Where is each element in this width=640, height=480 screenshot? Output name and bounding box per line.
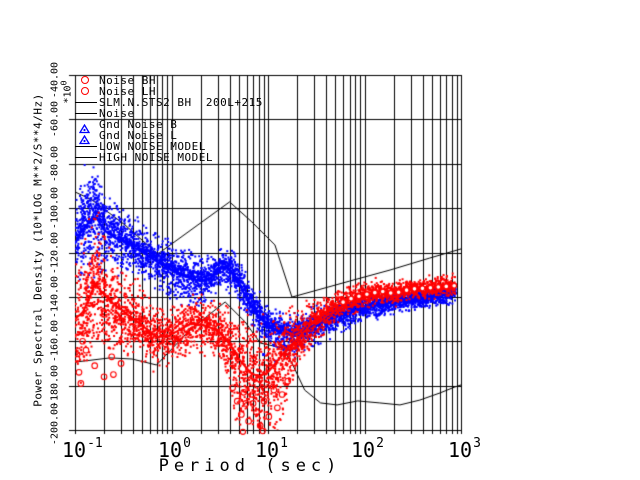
blue-triangle-marker-icon: [78, 119, 91, 138]
legend-item-noise: Noise: [75, 108, 295, 119]
legend-item-gnd-noise-l: Gnd Noise L: [75, 130, 295, 145]
legend-item-gnd-noise-b: Gnd Noise B: [75, 119, 295, 134]
y-axis-title: Power Spectral Density (10*LOG M**2/S**4…: [31, 93, 45, 407]
x-axis-title: Period (sec): [158, 456, 342, 476]
x-tick-label: 102: [351, 436, 384, 462]
line-marker-icon: [75, 102, 97, 103]
blue-triangle-marker-icon: [78, 130, 91, 149]
x-tick-label: 101: [255, 436, 288, 462]
y-tick-label: -80.00: [49, 145, 61, 183]
y-tick-label: -140.00: [49, 275, 61, 319]
y-tick-label: -160.00: [49, 319, 61, 363]
legend-item-station: SLM.N.STS2 BH 200L+215: [75, 97, 295, 108]
line-marker-icon: [75, 146, 97, 147]
y-tick-label: -120.00: [49, 231, 61, 275]
x-tick-label: 103: [448, 436, 481, 462]
y-tick-label: -180.00: [49, 364, 61, 408]
line-marker-icon: [75, 113, 97, 114]
legend-item-noise-lh: Noise LH: [75, 86, 295, 97]
line-marker-icon: [75, 157, 97, 158]
y-tick-label: -200.00: [49, 402, 61, 446]
x-tick-label: 10-1: [62, 436, 103, 462]
red-circle-marker-icon: [81, 86, 89, 95]
legend-item-high-noise-model: HIGH NOISE MODEL: [75, 152, 295, 163]
red-circle-marker-icon: [81, 75, 89, 84]
y-tick-label: -60.00: [49, 100, 61, 138]
legend-item-noise-bh: Noise BH: [75, 75, 295, 86]
x-tick-label: 100: [158, 436, 191, 462]
y-axis-multiplier: *100: [58, 80, 74, 104]
y-tick-label: -40.00: [49, 61, 61, 99]
legend-item-low-noise-model: LOW NOISE MODEL: [75, 141, 295, 152]
y-tick-label: -100.00: [49, 186, 61, 230]
